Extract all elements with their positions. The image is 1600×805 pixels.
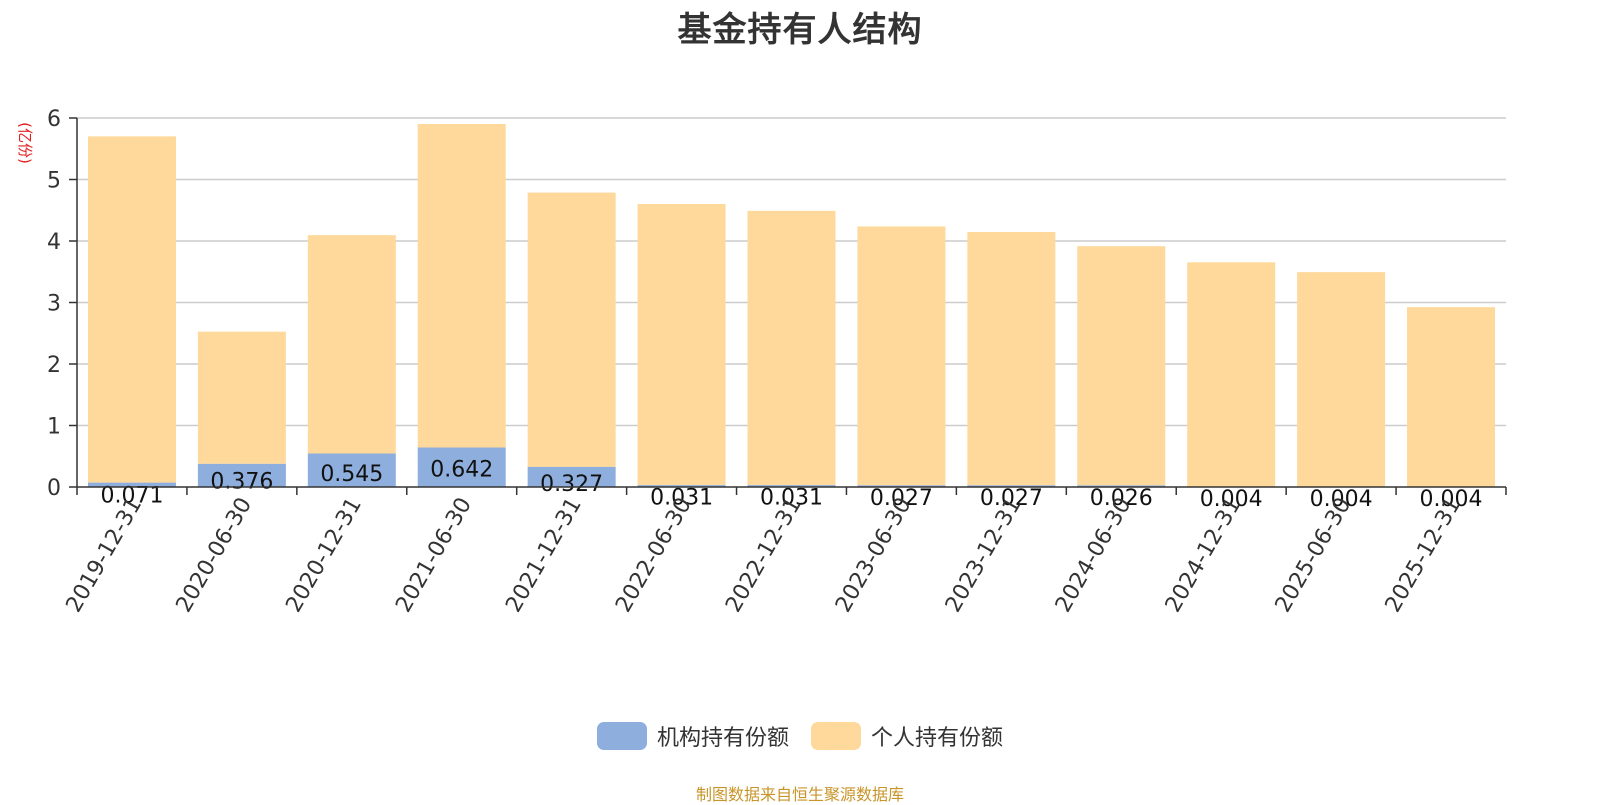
bar-individual [857, 226, 946, 486]
data-label-institutional: 0.026 [1090, 486, 1153, 511]
legend-item-individual[interactable]: 个人持有份额 [811, 720, 1003, 752]
bar-institutional [87, 482, 176, 487]
bar-institutional [527, 466, 616, 487]
data-label-institutional: 0.031 [650, 486, 713, 511]
bar-institutional [857, 485, 946, 487]
chart-plot: 0 1 2 3 4 5 6 (亿份) 0.071 0.376 0.545 0.642 0.327 0.03… [16, 107, 1507, 617]
bar-institutional [637, 485, 726, 487]
data-label-institutional: 0.327 [540, 472, 603, 497]
bar-institutional [967, 485, 1056, 487]
data-label-institutional: 0.004 [1420, 487, 1483, 512]
data-label-institutional: 0.027 [870, 486, 933, 511]
data-label-institutional: 0.004 [1310, 487, 1373, 512]
bar-institutional [747, 485, 836, 487]
source-note: 制图数据来自恒生聚源数据库 [695, 785, 904, 804]
x-tick-label: 2022-06-30 [611, 494, 697, 617]
bar-institutional [197, 463, 286, 487]
x-tick-label: 2025-12-31 [1381, 494, 1467, 617]
data-label-institutional: 0.027 [980, 486, 1043, 511]
bar-individual [1407, 307, 1496, 487]
x-tick-label: 2021-06-30 [391, 494, 477, 617]
data-label-institutional: 0.642 [430, 457, 493, 482]
x-tick-label: 2021-12-31 [501, 494, 587, 617]
y-tick-label: 6 [47, 107, 61, 132]
bar-individual [417, 124, 506, 448]
y-tick-label: 0 [47, 476, 61, 501]
bar-individual [87, 136, 176, 483]
x-tick-label: 2020-12-31 [281, 494, 367, 617]
x-tick-label: 2023-12-31 [941, 494, 1027, 617]
bar-individual [197, 331, 286, 464]
bar-individual [307, 235, 396, 454]
y-tick-label: 2 [47, 353, 61, 378]
bar-individual [637, 204, 726, 486]
x-tick-label: 2024-12-31 [1161, 494, 1247, 617]
bar-individual [1297, 272, 1386, 487]
data-label-institutional: 0.071 [100, 484, 163, 509]
x-tick-label: 2020-06-30 [172, 494, 258, 617]
x-tick-label: 2019-12-31 [62, 494, 148, 617]
x-tick-label: 2024-06-30 [1051, 494, 1137, 617]
bar-institutional [1077, 485, 1166, 487]
y-tick-label: 4 [47, 230, 61, 255]
legend-label-institutional: 机构持有份额 [656, 726, 789, 751]
y-tick-label: 5 [47, 169, 61, 194]
data-label-institutional: 0.376 [210, 470, 273, 495]
data-label-institutional: 0.545 [320, 462, 383, 487]
x-tick-label: 2023-06-30 [831, 494, 917, 617]
data-label-institutional: 0.004 [1200, 487, 1263, 512]
bar-individual [967, 231, 1056, 486]
chart-title: 基金持有人结构 [677, 10, 923, 50]
legend-swatch-institutional [596, 722, 647, 750]
x-tick-label: 2022-12-31 [721, 494, 807, 617]
y-axis-label: (亿份) [16, 122, 34, 164]
bar-individual [1187, 262, 1276, 487]
y-tick-label: 3 [47, 292, 61, 317]
x-tick-label: 2025-06-30 [1271, 494, 1357, 617]
data-label-institutional: 0.031 [760, 486, 823, 511]
legend-swatch-individual [811, 722, 861, 750]
legend-item-institutional[interactable]: 机构持有份额 [596, 720, 789, 752]
bar-institutional [417, 447, 506, 487]
bar-individual [747, 210, 836, 486]
bar-individual [1077, 246, 1166, 486]
y-tick-label: 1 [47, 415, 61, 440]
bar-individual [527, 192, 616, 467]
legend: 机构持有份额 个人持有份额 [0, 720, 1600, 752]
bar-institutional [307, 453, 396, 487]
legend-label-individual: 个人持有份额 [871, 726, 1004, 751]
